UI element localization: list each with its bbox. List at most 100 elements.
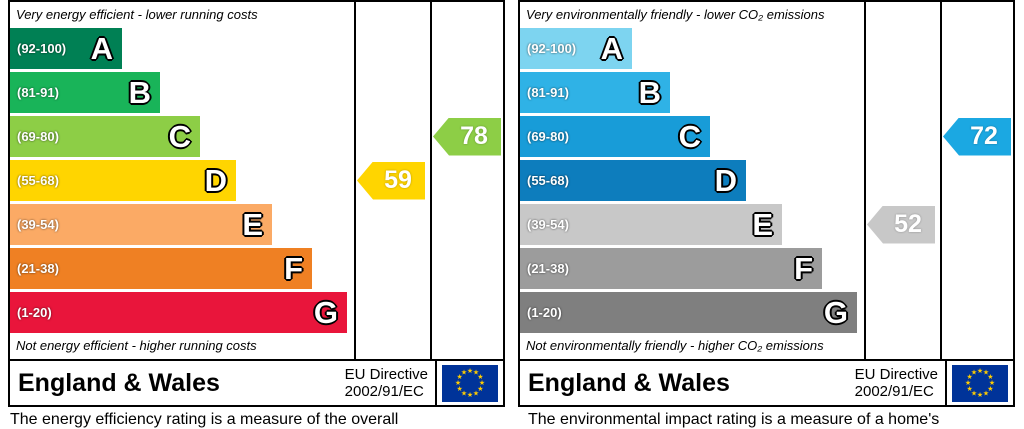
band-range: (1-20)	[17, 305, 52, 320]
band-d: (55-68) D	[10, 160, 236, 201]
svg-text:★: ★	[461, 389, 467, 397]
svg-text:★: ★	[977, 367, 983, 375]
band-letter: F	[284, 251, 303, 286]
svg-text:★: ★	[456, 385, 462, 393]
region-label: England & Wales	[528, 368, 730, 397]
current-rating-value: 59	[384, 166, 412, 194]
environmental-impact-chart: Very environmentally friendly - lower CO…	[518, 0, 1015, 407]
svg-text:★: ★	[467, 391, 473, 399]
band-c: (69-80) C	[10, 116, 200, 157]
band-letter: B	[638, 75, 661, 110]
svg-text:★: ★	[467, 367, 473, 375]
band-range: (55-68)	[527, 173, 569, 188]
band-e: (39-54) E	[520, 204, 782, 245]
band-range: (21-38)	[527, 261, 569, 276]
column-divider	[430, 2, 432, 359]
eu-flag-icon: ★ ★ ★ ★ ★ ★ ★ ★ ★ ★ ★ ★	[952, 364, 1008, 402]
band-letter: C	[678, 119, 701, 154]
chart-footer: England & Wales EU Directive 2002/91/EC …	[10, 359, 503, 405]
column-divider	[940, 2, 942, 359]
band-letter: A	[90, 31, 113, 66]
band-a: (92-100) A	[520, 28, 632, 69]
band-range: (39-54)	[527, 217, 569, 232]
top-note: Very energy efficient - lower running co…	[16, 7, 258, 22]
band-letter: G	[823, 295, 848, 330]
svg-text:★: ★	[477, 385, 483, 393]
svg-text:★: ★	[987, 373, 993, 381]
rating-bands: (92-100) A (81-91) B (69-80) C (55-68) D…	[520, 28, 864, 333]
region-label: England & Wales	[18, 368, 220, 397]
band-letter: B	[128, 75, 151, 110]
band-d: (55-68) D	[520, 160, 746, 201]
band-b: (81-91) B	[10, 72, 160, 113]
potential-rating-value: 72	[970, 122, 998, 150]
svg-text:★: ★	[977, 391, 983, 399]
svg-text:★: ★	[987, 385, 993, 393]
potential-rating-arrow: 78	[433, 117, 501, 156]
bottom-note: Not energy efficient - higher running co…	[16, 338, 257, 353]
svg-text:★: ★	[455, 379, 461, 387]
current-rating-arrow: 59	[357, 161, 425, 200]
potential-rating-value: 78	[460, 122, 488, 150]
footer-divider	[945, 361, 947, 405]
energy-efficiency-chart: Very energy efficient - lower running co…	[8, 0, 505, 407]
eu-flag: ★ ★ ★ ★ ★ ★ ★ ★ ★ ★ ★ ★	[947, 364, 1013, 402]
band-range: (69-80)	[527, 129, 569, 144]
band-letter: E	[752, 207, 773, 242]
svg-text:★: ★	[971, 389, 977, 397]
band-c: (69-80) C	[520, 116, 710, 157]
svg-text:★: ★	[983, 389, 989, 397]
band-range: (81-91)	[527, 85, 569, 100]
band-letter: D	[204, 163, 227, 198]
top-note: Very environmentally friendly - lower CO…	[526, 7, 825, 22]
band-range: (1-20)	[527, 305, 562, 320]
svg-text:★: ★	[965, 379, 971, 387]
eu-directive-line1: EU Directive	[854, 365, 938, 383]
band-g: (1-20) G	[10, 292, 347, 333]
band-letter: G	[313, 295, 338, 330]
svg-text:★: ★	[479, 379, 485, 387]
eu-directive-text: EU Directive 2002/91/EC	[855, 366, 938, 401]
potential-rating-arrow: 72	[943, 117, 1011, 156]
band-e: (39-54) E	[10, 204, 272, 245]
band-letter: A	[600, 31, 623, 66]
eu-directive-text: EU Directive 2002/91/EC	[345, 366, 428, 401]
column-divider	[354, 2, 356, 359]
svg-text:★: ★	[971, 368, 977, 376]
energy-chart-body: Very energy efficient - lower running co…	[10, 2, 503, 359]
band-letter: E	[242, 207, 263, 242]
band-range: (21-38)	[17, 261, 59, 276]
band-range: (69-80)	[17, 129, 59, 144]
band-range: (92-100)	[17, 41, 67, 56]
svg-text:★: ★	[461, 368, 467, 376]
energy-caption: The energy efficiency rating is a measur…	[10, 411, 399, 428]
svg-text:★: ★	[473, 368, 479, 376]
band-f: (21-38) F	[520, 248, 822, 289]
svg-text:★: ★	[983, 368, 989, 376]
band-letter: C	[168, 119, 191, 154]
current-rating-arrow: 52	[867, 205, 935, 244]
environment-caption: The environmental impact rating is a mea…	[528, 411, 940, 428]
band-f: (21-38) F	[10, 248, 312, 289]
eu-flag: ★ ★ ★ ★ ★ ★ ★ ★ ★ ★ ★ ★	[437, 364, 503, 402]
band-range: (81-91)	[17, 85, 59, 100]
svg-text:★: ★	[989, 379, 995, 387]
band-b: (81-91) B	[520, 72, 670, 113]
band-range: (39-54)	[17, 217, 59, 232]
current-rating-value: 52	[894, 210, 922, 238]
eu-directive-line2: 2002/91/EC	[854, 383, 934, 400]
bottom-note: Not environmentally friendly - higher CO…	[526, 338, 824, 353]
rating-bands: (92-100) A (81-91) B (69-80) C (55-68) D…	[10, 28, 354, 333]
footer-divider	[435, 361, 437, 405]
svg-text:★: ★	[456, 373, 462, 381]
band-letter: F	[794, 251, 813, 286]
svg-text:★: ★	[966, 373, 972, 381]
eu-flag-icon: ★ ★ ★ ★ ★ ★ ★ ★ ★ ★ ★ ★	[442, 364, 498, 402]
band-range: (55-68)	[17, 173, 59, 188]
band-letter: D	[714, 163, 737, 198]
environment-chart-body: Very environmentally friendly - lower CO…	[520, 2, 1013, 359]
band-a: (92-100) A	[10, 28, 122, 69]
svg-text:★: ★	[473, 389, 479, 397]
band-g: (1-20) G	[520, 292, 857, 333]
eu-directive-line2: 2002/91/EC	[344, 383, 424, 400]
